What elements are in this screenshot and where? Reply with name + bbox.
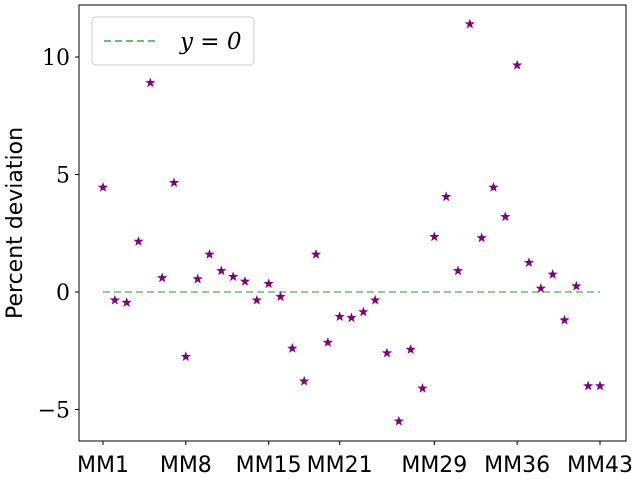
data-point-star (547, 268, 558, 279)
data-point-star (417, 382, 428, 393)
y-axis-label: Percent deviation (3, 127, 28, 319)
data-point-star (512, 59, 523, 70)
data-point-star (216, 265, 227, 276)
data-point-star (429, 231, 440, 242)
data-point-star (571, 280, 582, 291)
data-point-star (228, 271, 239, 282)
data-point-star (133, 236, 144, 246)
data-point-star (251, 294, 262, 305)
data-point-star (452, 265, 464, 276)
data-point-star (334, 311, 345, 322)
y-tick-label: 5 (56, 164, 70, 189)
legend: y = 0 (91, 16, 255, 66)
data-point-star (204, 249, 215, 259)
y-tick-label: 0 (56, 281, 70, 306)
data-point-star (322, 337, 333, 347)
data-point-star (97, 182, 109, 192)
data-point-star (393, 415, 404, 426)
x-axis-ticks: MM1 MM8 MM15 MM21 MM29 MM36 MM43 (77, 441, 633, 478)
x-tick-label: MM36 (484, 453, 550, 478)
x-tick-label: MM43 (567, 453, 633, 478)
data-point-star (358, 306, 369, 317)
data-point-star (287, 343, 298, 353)
y-tick-label: −5 (38, 399, 70, 424)
data-point-star (405, 344, 416, 354)
data-point-star (381, 347, 393, 358)
data-point-star (500, 211, 511, 222)
y-axis-ticks: −5 0 5 10 (38, 46, 79, 424)
data-point-star (263, 278, 274, 289)
data-point-star (145, 77, 156, 88)
data-point-star (168, 177, 180, 188)
data-point-star (157, 272, 168, 283)
data-point-star (275, 291, 286, 302)
x-tick-label: MM15 (236, 453, 302, 478)
data-point-star (535, 283, 546, 293)
data-point-star (346, 312, 357, 323)
data-point-star (121, 297, 132, 307)
data-point-star (523, 257, 535, 267)
x-tick-label: MM8 (160, 453, 212, 478)
data-point-star (180, 351, 191, 361)
plot-area (97, 18, 606, 426)
data-point-star (559, 314, 570, 325)
legend-label: y = 0 (179, 29, 242, 55)
data-point-star (192, 273, 203, 284)
data-point-star (583, 380, 594, 391)
data-point-star (109, 294, 120, 305)
data-point-star (370, 294, 381, 305)
x-tick-label: MM21 (307, 453, 373, 478)
axes-frame (78, 4, 627, 442)
data-point-star (476, 232, 487, 243)
data-point-star (441, 191, 452, 202)
legend-box (91, 16, 255, 66)
data-point-star (299, 375, 310, 386)
x-tick-label: MM29 (401, 453, 467, 478)
data-point-star (239, 276, 251, 286)
y-tick-label: 10 (42, 46, 70, 71)
data-point-star (310, 249, 322, 259)
data-point-star (594, 380, 606, 391)
x-tick-label: MM1 (77, 453, 129, 478)
data-point-star (488, 182, 499, 192)
data-point-star (464, 18, 475, 29)
